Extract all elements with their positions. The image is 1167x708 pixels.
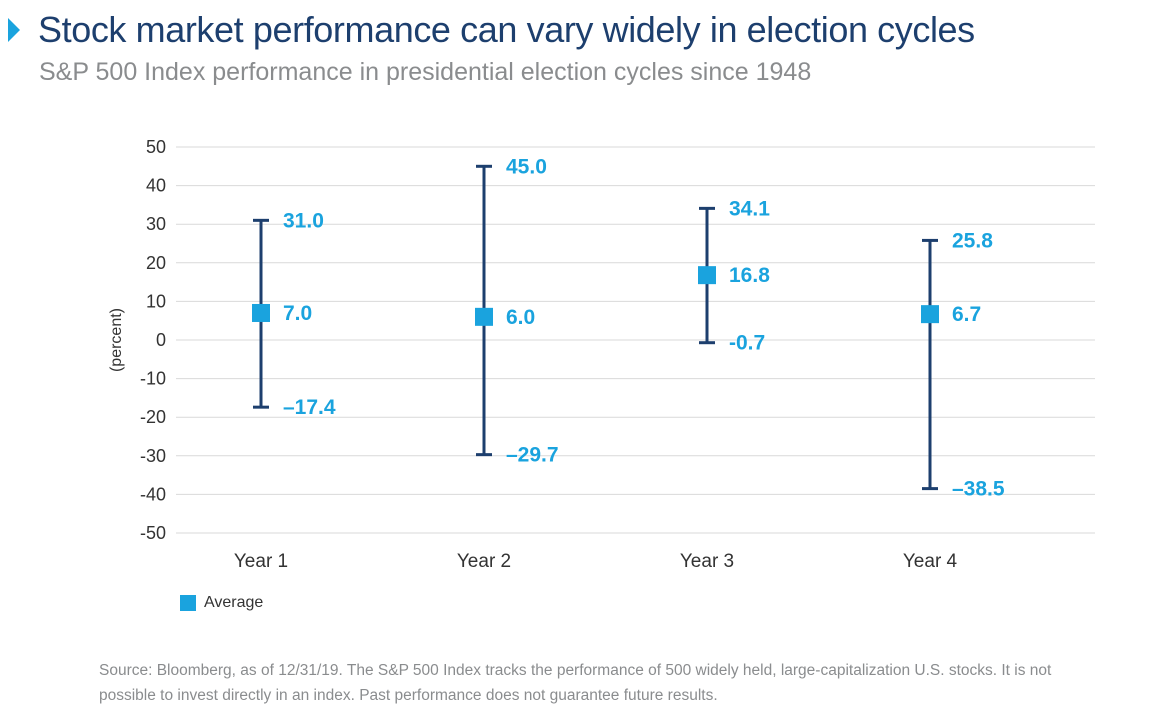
average-marker	[475, 307, 493, 326]
y-tick-label: 40	[146, 176, 166, 196]
x-category-label: Year 4	[903, 551, 958, 572]
chart-subtitle: S&P 500 Index performance in presidentia…	[39, 58, 812, 86]
y-tick-label: -30	[140, 446, 166, 466]
high-value-label: 31.0	[283, 209, 324, 232]
y-tick-label: -50	[140, 523, 166, 543]
high-value-label: 34.1	[729, 197, 770, 220]
y-tick-label: -40	[140, 484, 166, 504]
average-marker	[921, 305, 939, 324]
y-axis-label: (percent)	[108, 308, 125, 372]
average-value-label: 6.7	[952, 303, 981, 326]
low-value-label: –29.7	[506, 444, 559, 467]
low-value-label: –38.5	[952, 478, 1005, 501]
low-value-label: –17.4	[283, 396, 336, 419]
chart-title: Stock market performance can vary widely…	[38, 9, 975, 50]
high-value-label: 45.0	[506, 155, 547, 178]
average-value-label: 16.8	[729, 264, 770, 287]
y-tick-label: 50	[146, 137, 166, 157]
y-tick-label: 10	[146, 291, 166, 311]
legend: Average	[180, 594, 263, 612]
low-value-label: -0.7	[729, 332, 765, 355]
y-tick-label: -10	[140, 369, 166, 389]
y-tick-label: 0	[156, 330, 166, 350]
y-tick-label: -20	[140, 407, 166, 427]
header: Stock market performance can vary widely…	[8, 8, 975, 52]
average-marker	[252, 303, 270, 322]
legend-label-average: Average	[204, 594, 264, 611]
average-value-label: 6.0	[506, 306, 535, 329]
x-category-label: Year 1	[234, 551, 288, 572]
average-value-label: 7.0	[283, 302, 312, 325]
legend-swatch-average	[180, 595, 196, 611]
y-tick-label: 30	[146, 214, 166, 234]
average-marker	[698, 266, 716, 285]
y-tick-label: 20	[146, 253, 166, 273]
source-note: Source: Bloomberg, as of 12/31/19. The S…	[99, 662, 1052, 704]
chevron-right-icon	[8, 18, 20, 42]
x-category-label: Year 2	[457, 551, 511, 572]
high-value-label: 25.8	[952, 229, 993, 252]
x-category-label: Year 3	[680, 551, 734, 572]
